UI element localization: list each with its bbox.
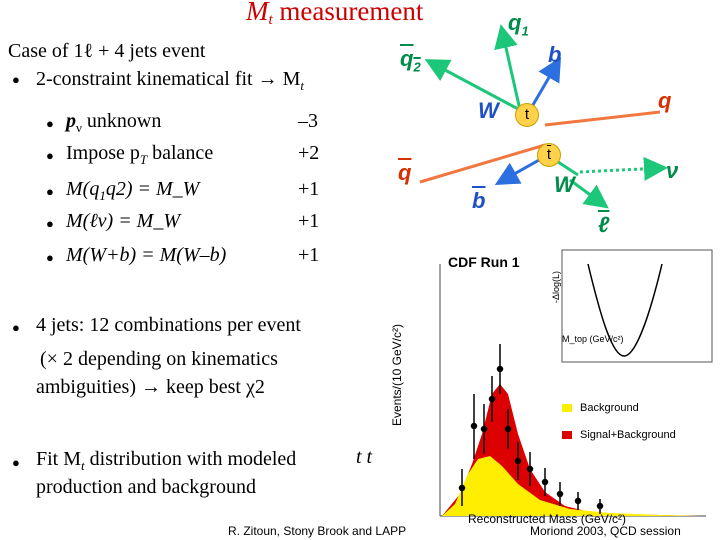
legend-signal: Signal+Background <box>580 429 676 441</box>
antitop-quark-icon: t <box>537 143 561 167</box>
likelihood-curve <box>587 263 663 357</box>
legend-background: Background <box>580 402 639 414</box>
constraint-4-value: +1 <box>298 210 320 232</box>
bullet-icon: ● <box>46 216 54 231</box>
bullet-icon: ● <box>12 72 20 87</box>
w2-line <box>554 158 579 177</box>
bullet-icon: ● <box>12 455 20 470</box>
constraint-4: M(ℓν) = M_W <box>66 210 181 232</box>
q-line <box>544 110 661 127</box>
legend-background-swatch <box>562 404 572 412</box>
qbar-line <box>419 143 546 184</box>
constraint-3: M(q1q2) = M_W <box>66 178 200 203</box>
bullet-icon: ● <box>46 148 54 163</box>
constraint-5-value: +1 <box>298 244 320 266</box>
mass-histogram <box>439 249 713 517</box>
jets-line-1: 4 jets: 12 combinations per event <box>36 314 301 336</box>
bullet-icon: ● <box>12 320 20 335</box>
legend-signal-swatch <box>562 431 572 439</box>
case-line: Case of 1ℓ + 4 jets event <box>8 40 206 62</box>
label-q: q <box>658 88 672 113</box>
constraint-3-value: +1 <box>298 178 320 200</box>
plot-ylabel: Events/(10 GeV/c²) <box>390 323 405 427</box>
label-qbar: q <box>398 160 412 185</box>
b-line <box>528 56 562 111</box>
label-q1: q1 <box>508 10 529 39</box>
nu-line <box>579 156 668 181</box>
fit-dist-line-1: Fit Mt distribution with modeled <box>36 448 297 473</box>
background-area <box>442 456 700 516</box>
label-nu: ν <box>666 158 679 183</box>
jets-line-2: (× 2 depending on kinematics <box>40 348 278 370</box>
label-lbar: ℓ <box>598 212 610 237</box>
bullet-icon: ● <box>46 116 54 131</box>
jets-line-3: ambiguities) → keep best χ2 <box>36 376 265 398</box>
label-q2: q2 <box>400 46 421 75</box>
plot-xlabel: Reconstructed Mass (GeV/c²) <box>468 512 627 526</box>
footer-left: R. Zitoun, Stony Brook and LAPP <box>228 524 407 538</box>
data-points <box>458 344 604 514</box>
constraint-1-value: –3 <box>298 110 318 132</box>
bullet-icon: ● <box>46 250 54 265</box>
q1-line <box>494 24 522 111</box>
constraint-1: pν unknown <box>66 110 162 135</box>
lbar-line <box>569 178 609 209</box>
likelihood-inset <box>561 249 713 363</box>
label-w2: W <box>554 172 575 197</box>
inset-ylabel: -Δlog(L) <box>551 270 562 304</box>
inset-xlabel: M_top (GeV/c²) <box>562 334 624 344</box>
label-w1: W <box>478 98 499 123</box>
fit-dist-line-2: production and background <box>36 476 256 498</box>
constraint-2-value: +2 <box>298 142 320 164</box>
fit-line: 2-constraint kinematical fit → Mt <box>36 68 304 93</box>
label-b: b <box>548 42 562 67</box>
label-bbar: b <box>472 188 486 213</box>
q2-line <box>424 59 521 112</box>
plot-label: CDF Run 1 <box>448 254 520 270</box>
constraint-5: M(W+b) = M(W–b) <box>66 244 227 266</box>
footer-right: Moriond 2003, QCD session <box>530 524 681 538</box>
constraint-2: Impose pT balance <box>66 142 214 167</box>
slide-title: Mt measurement <box>246 0 424 28</box>
bullet-icon: ● <box>46 184 54 199</box>
ttbar-label: t t <box>356 446 373 468</box>
top-quark-icon: t <box>515 103 539 127</box>
